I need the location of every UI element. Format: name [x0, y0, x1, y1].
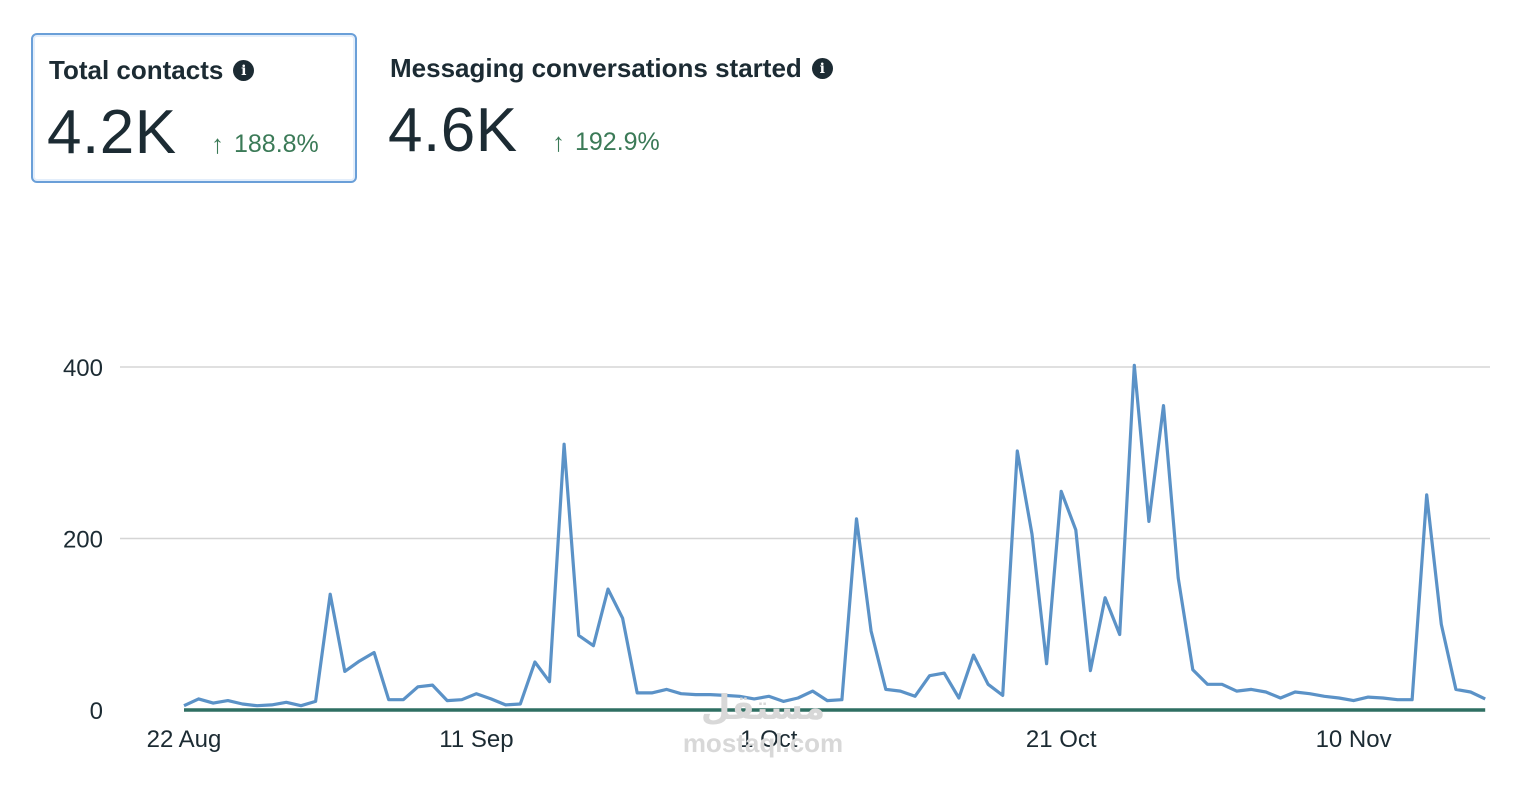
grid-lines	[120, 366, 1490, 540]
metric-change: ↑ 188.8%	[211, 129, 319, 160]
watermark-logo: مستقل	[700, 688, 826, 728]
metric-change-value: 192.9%	[575, 128, 660, 156]
metric-title-label: Messaging conversations started	[390, 53, 802, 83]
metric-title: Total contacts i	[49, 55, 255, 86]
info-icon[interactable]: i	[233, 60, 255, 81]
series-line-primary	[183, 363, 1486, 708]
metric-change-value: 188.8%	[234, 130, 319, 158]
x-tick-label: 11 Sep	[439, 726, 513, 753]
metric-card-messaging-conversations[interactable]: Messaging conversations started i 4.6K ↑…	[372, 33, 932, 183]
info-icon[interactable]: i	[811, 58, 833, 79]
arrow-up-icon: ↑	[211, 129, 224, 159]
watermark-text: mostaql.com	[682, 728, 844, 758]
metric-title: Messaging conversations started i	[390, 53, 833, 84]
y-tick-label: 400	[63, 355, 103, 382]
x-tick-label: 10 Nov	[1316, 726, 1392, 753]
y-axis-ticks: 0 200 400	[63, 355, 103, 725]
x-tick-label: 22 Aug	[147, 726, 222, 753]
series-layer	[183, 363, 1486, 712]
metric-value: 4.6K	[388, 96, 518, 165]
metric-value: 4.2K	[47, 98, 177, 167]
metric-title-label: Total contacts	[49, 55, 224, 85]
metric-change: ↑ 192.9%	[552, 127, 660, 158]
watermark: مستقل mostaql.com	[668, 688, 858, 758]
y-tick-label: 200	[63, 527, 103, 554]
y-tick-label: 0	[90, 698, 103, 725]
x-tick-label: 21 Oct	[1026, 726, 1097, 753]
arrow-up-icon: ↑	[552, 127, 565, 157]
metric-card-total-contacts[interactable]: Total contacts i 4.2K ↑ 188.8%	[31, 33, 357, 183]
